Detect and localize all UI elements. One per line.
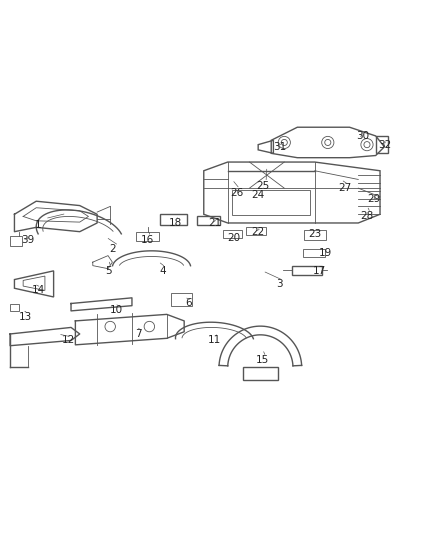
- Text: 10: 10: [110, 305, 123, 315]
- Text: 2: 2: [109, 244, 116, 254]
- Bar: [243, 367, 278, 379]
- Bar: [10, 304, 19, 311]
- Text: 14: 14: [32, 286, 45, 295]
- Text: 29: 29: [367, 194, 380, 204]
- Text: 16: 16: [141, 236, 154, 245]
- Bar: [376, 136, 388, 154]
- Text: 39: 39: [21, 236, 34, 245]
- Text: 28: 28: [360, 212, 374, 221]
- Text: 15: 15: [256, 355, 269, 365]
- Text: 30: 30: [356, 131, 369, 141]
- Bar: [303, 249, 325, 257]
- Text: 6: 6: [185, 298, 192, 309]
- Text: 3: 3: [277, 279, 283, 289]
- Text: 27: 27: [339, 183, 352, 193]
- Text: 13: 13: [19, 312, 32, 321]
- Bar: [160, 214, 187, 225]
- Text: 17: 17: [312, 266, 326, 276]
- Text: 4: 4: [159, 266, 166, 276]
- Bar: [223, 230, 242, 238]
- Text: 32: 32: [378, 140, 391, 150]
- Text: 5: 5: [105, 266, 111, 276]
- Bar: [232, 190, 311, 215]
- Text: 12: 12: [62, 335, 75, 345]
- Text: 19: 19: [319, 248, 332, 259]
- Bar: [10, 236, 22, 246]
- Text: 18: 18: [169, 218, 182, 228]
- Text: 26: 26: [230, 188, 243, 198]
- Text: 21: 21: [208, 218, 221, 228]
- Bar: [171, 293, 192, 305]
- Text: 22: 22: [251, 227, 265, 237]
- Text: 7: 7: [135, 329, 142, 339]
- Bar: [197, 215, 220, 225]
- Text: 20: 20: [228, 233, 241, 243]
- Text: 24: 24: [251, 190, 265, 200]
- Text: 23: 23: [308, 229, 321, 239]
- Text: 11: 11: [208, 335, 221, 345]
- Bar: [136, 232, 159, 241]
- Text: 25: 25: [256, 181, 269, 191]
- Text: 31: 31: [273, 142, 286, 152]
- Bar: [246, 228, 265, 235]
- Bar: [304, 230, 326, 240]
- Text: 1: 1: [35, 220, 42, 230]
- Bar: [292, 265, 322, 275]
